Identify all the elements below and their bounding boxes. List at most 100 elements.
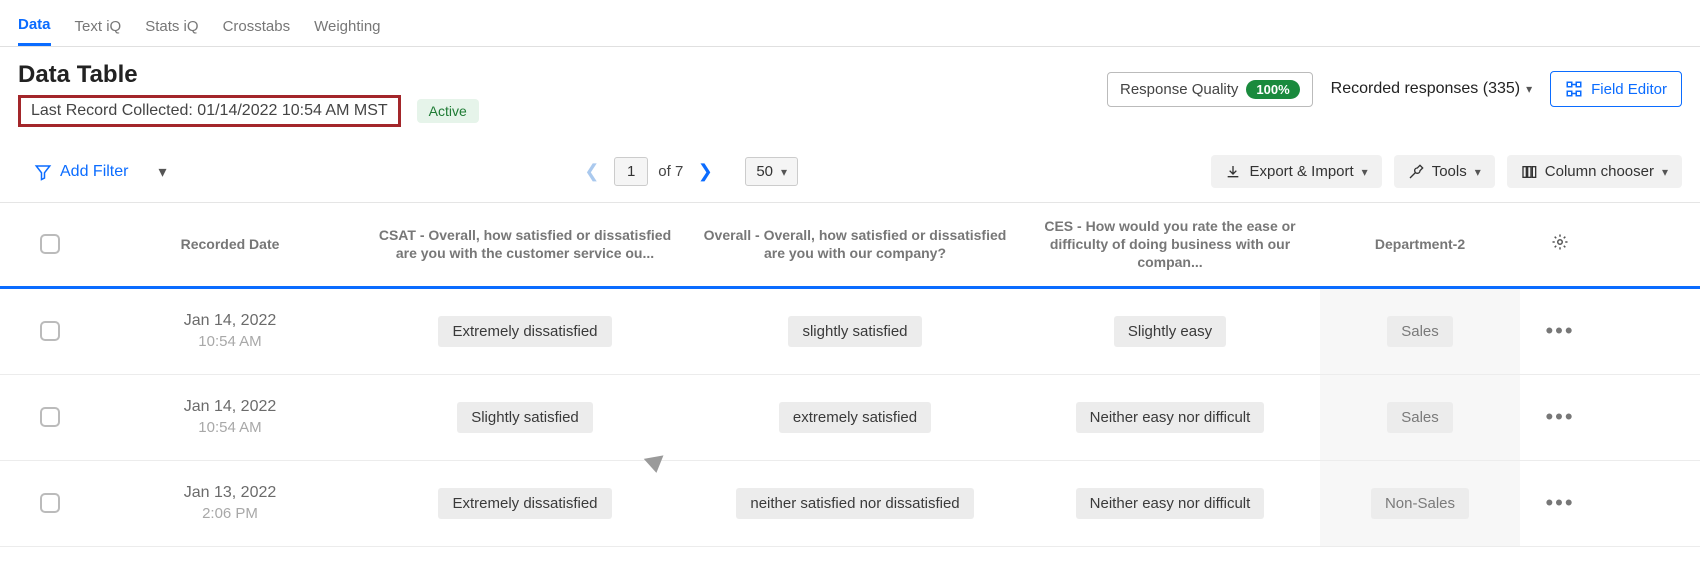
cursor-pointer-icon: [644, 455, 666, 474]
gear-icon: [1551, 233, 1569, 251]
cell-csat: Slightly satisfied: [360, 402, 690, 433]
ces-chip: Slightly easy: [1114, 316, 1226, 347]
status-badge: Active: [417, 99, 479, 123]
top-tabs: Data Text iQ Stats iQ Crosstabs Weightin…: [0, 0, 1700, 47]
recorded-responses-dropdown[interactable]: Recorded responses (335) ▾: [1331, 80, 1532, 98]
tab-stats-iq[interactable]: Stats iQ: [145, 12, 198, 45]
tab-data[interactable]: Data: [18, 10, 51, 46]
field-editor-icon: [1565, 80, 1583, 98]
time-value: 10:54 AM: [184, 332, 277, 352]
export-import-label: Export & Import: [1249, 163, 1353, 180]
download-icon: [1225, 164, 1241, 180]
last-record-collected: Last Record Collected: 01/14/2022 10:54 …: [18, 95, 401, 127]
row-checkbox[interactable]: [40, 407, 60, 427]
date-value: Jan 13, 2022: [184, 482, 277, 504]
col-ces[interactable]: CES - How would you rate the ease or dif…: [1020, 217, 1320, 272]
chevron-down-icon: ▾: [1526, 82, 1532, 96]
tab-weighting[interactable]: Weighting: [314, 12, 380, 45]
page-of-label: of 7: [658, 163, 683, 180]
col-department[interactable]: Department-2: [1320, 235, 1520, 253]
overall-chip: slightly satisfied: [788, 316, 921, 347]
cell-actions: •••: [1520, 404, 1600, 430]
overall-chip: extremely satisfied: [779, 402, 931, 433]
ces-chip: Neither easy nor difficult: [1076, 402, 1265, 433]
page-current-input[interactable]: 1: [614, 157, 648, 186]
field-editor-button[interactable]: Field Editor: [1550, 71, 1682, 107]
page-title: Data Table: [18, 61, 479, 89]
tab-crosstabs[interactable]: Crosstabs: [223, 12, 291, 45]
chevron-down-icon: ▾: [1475, 165, 1481, 179]
col-settings[interactable]: [1520, 233, 1600, 255]
tools-label: Tools: [1432, 163, 1467, 180]
page-prev-button[interactable]: ❮: [580, 161, 604, 182]
date-value: Jan 14, 2022: [184, 310, 277, 332]
add-filter-button[interactable]: Add Filter: [34, 163, 128, 181]
row-checkbox-cell: [0, 321, 100, 341]
overall-chip: neither satisfied nor dissatisfied: [736, 488, 973, 519]
row-checkbox-cell: [0, 407, 100, 427]
response-quality-value: 100%: [1246, 80, 1299, 99]
csat-chip: Slightly satisfied: [457, 402, 593, 433]
cell-recorded-date: Jan 13, 2022 2:06 PM: [100, 461, 360, 546]
cell-overall: slightly satisfied: [690, 316, 1020, 347]
row-checkbox-cell: [0, 493, 100, 513]
tools-button[interactable]: Tools ▾: [1394, 155, 1495, 188]
filter-caret-button[interactable]: ▾: [158, 162, 166, 182]
table-row[interactable]: Jan 13, 2022 2:06 PM Extremely dissatisf…: [0, 461, 1700, 547]
table-row[interactable]: Jan 14, 2022 10:54 AM Slightly satisfied…: [0, 375, 1700, 461]
cell-ces: Neither easy nor difficult: [1020, 402, 1320, 433]
cell-actions: •••: [1520, 318, 1600, 344]
row-actions-button[interactable]: •••: [1545, 318, 1574, 343]
row-actions-button[interactable]: •••: [1545, 490, 1574, 515]
cell-department: Sales: [1320, 289, 1520, 374]
export-import-button[interactable]: Export & Import ▾: [1211, 155, 1381, 188]
col-csat[interactable]: CSAT - Overall, how satisfied or dissati…: [360, 226, 690, 262]
cell-overall: extremely satisfied: [690, 402, 1020, 433]
toolbar: Add Filter ▾ ❮ 1 of 7 ❯ 50 ▾ Export & Im…: [0, 133, 1700, 202]
last-record-row: Last Record Collected: 01/14/2022 10:54 …: [18, 95, 479, 127]
select-all-checkbox[interactable]: [40, 234, 60, 254]
ces-chip: Neither easy nor difficult: [1076, 488, 1265, 519]
row-checkbox[interactable]: [40, 493, 60, 513]
date-value: Jan 14, 2022: [184, 396, 277, 418]
chevron-down-icon: ▾: [1662, 165, 1668, 179]
tab-text-iq[interactable]: Text iQ: [75, 12, 122, 45]
chevron-down-icon: ▾: [781, 165, 787, 179]
data-table: Recorded Date CSAT - Overall, how satisf…: [0, 202, 1700, 547]
cell-overall: neither satisfied nor dissatisfied: [690, 488, 1020, 519]
cell-ces: Neither easy nor difficult: [1020, 488, 1320, 519]
cell-department: Sales: [1320, 375, 1520, 460]
cell-csat: Extremely dissatisfied: [360, 316, 690, 347]
wrench-icon: [1408, 164, 1424, 180]
table-row[interactable]: Jan 14, 2022 10:54 AM Extremely dissatis…: [0, 289, 1700, 375]
recorded-responses-label: Recorded responses (335): [1331, 80, 1520, 98]
cell-recorded-date: Jan 14, 2022 10:54 AM: [100, 375, 360, 460]
column-chooser-label: Column chooser: [1545, 163, 1654, 180]
cell-department: Non-Sales: [1320, 461, 1520, 546]
add-filter-label: Add Filter: [60, 163, 128, 181]
csat-chip: Extremely dissatisfied: [438, 316, 611, 347]
chevron-down-icon: ▾: [1362, 165, 1368, 179]
header-left: Data Table Last Record Collected: 01/14/…: [18, 61, 479, 127]
header-checkbox-cell: [0, 234, 100, 254]
pagination: ❮ 1 of 7 ❯ 50 ▾: [580, 157, 798, 186]
col-recorded-date[interactable]: Recorded Date: [100, 235, 360, 253]
dept-chip: Sales: [1387, 402, 1453, 433]
row-actions-button[interactable]: •••: [1545, 404, 1574, 429]
column-chooser-button[interactable]: Column chooser ▾: [1507, 155, 1682, 188]
response-quality-button[interactable]: Response Quality 100%: [1107, 72, 1313, 107]
response-quality-label: Response Quality: [1120, 81, 1238, 98]
cell-ces: Slightly easy: [1020, 316, 1320, 347]
time-value: 2:06 PM: [184, 504, 277, 524]
cell-actions: •••: [1520, 490, 1600, 516]
table-header-row: Recorded Date CSAT - Overall, how satisf…: [0, 203, 1700, 289]
row-checkbox[interactable]: [40, 321, 60, 341]
col-overall[interactable]: Overall - Overall, how satisfied or diss…: [690, 226, 1020, 262]
page-next-button[interactable]: ❯: [693, 161, 717, 182]
cell-csat: Extremely dissatisfied: [360, 488, 690, 519]
time-value: 10:54 AM: [184, 418, 277, 438]
page-size-dropdown[interactable]: 50 ▾: [745, 157, 798, 186]
dept-chip: Non-Sales: [1371, 488, 1469, 519]
filter-icon: [34, 163, 52, 181]
csat-chip: Extremely dissatisfied: [438, 488, 611, 519]
